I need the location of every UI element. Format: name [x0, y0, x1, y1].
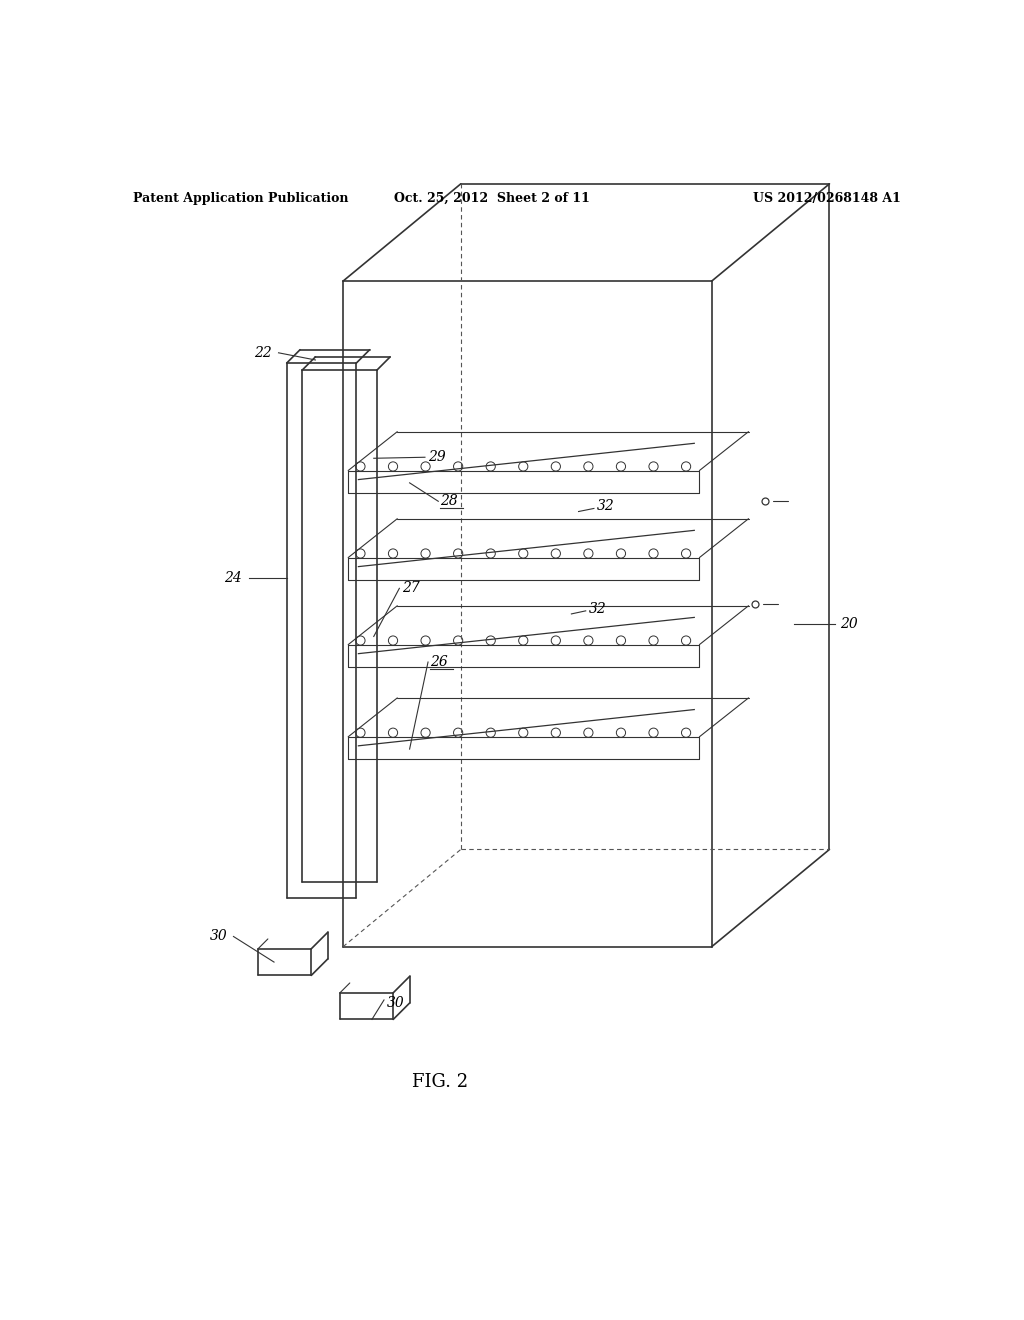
Text: 32: 32	[597, 499, 614, 513]
Text: Patent Application Publication: Patent Application Publication	[133, 191, 348, 205]
Text: Oct. 25, 2012  Sheet 2 of 11: Oct. 25, 2012 Sheet 2 of 11	[393, 191, 590, 205]
Text: FIG. 2: FIG. 2	[413, 1073, 468, 1090]
Text: 29: 29	[428, 450, 445, 465]
Text: 28: 28	[440, 494, 458, 508]
Text: 22: 22	[254, 346, 271, 360]
Text: 27: 27	[402, 581, 420, 595]
Text: 32: 32	[589, 602, 606, 616]
Text: 26: 26	[430, 655, 447, 669]
Text: 24: 24	[224, 572, 242, 585]
Text: 30: 30	[387, 997, 404, 1010]
Text: 30: 30	[210, 929, 227, 944]
Text: 20: 20	[840, 618, 857, 631]
Text: US 2012/0268148 A1: US 2012/0268148 A1	[754, 191, 901, 205]
